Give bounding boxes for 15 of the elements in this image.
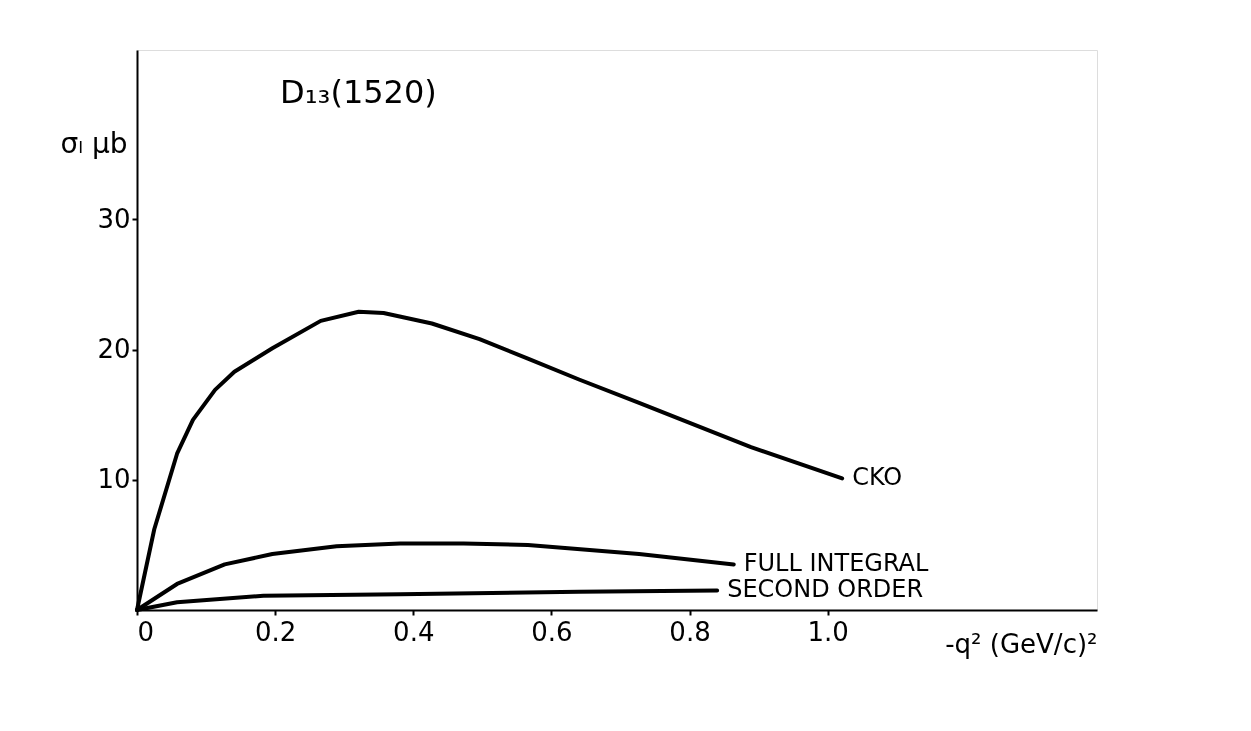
x-tick-label: 0.6 [531, 616, 573, 647]
y-tick-label: 10 [97, 464, 131, 495]
x-tick-label: 0 [137, 616, 155, 647]
x-tick-label: 1.0 [807, 616, 849, 647]
y-axis-title: σₗ μb [60, 126, 128, 160]
text: D₁₃(1520) [280, 73, 437, 111]
x-tick-label: 0.8 [669, 616, 711, 647]
x-tick-label: 0.4 [393, 616, 435, 647]
y-tick-label: 30 [97, 203, 131, 234]
x-tick-label: 0.2 [254, 616, 297, 647]
series-label: FULL INTEGRAL [743, 549, 930, 578]
y-tick-label: 20 [97, 334, 131, 365]
series-label: SECOND ORDER [727, 575, 924, 604]
series-label: CKO [852, 463, 903, 492]
x-axis-title: -q² (GeV/c)² [945, 628, 1098, 659]
